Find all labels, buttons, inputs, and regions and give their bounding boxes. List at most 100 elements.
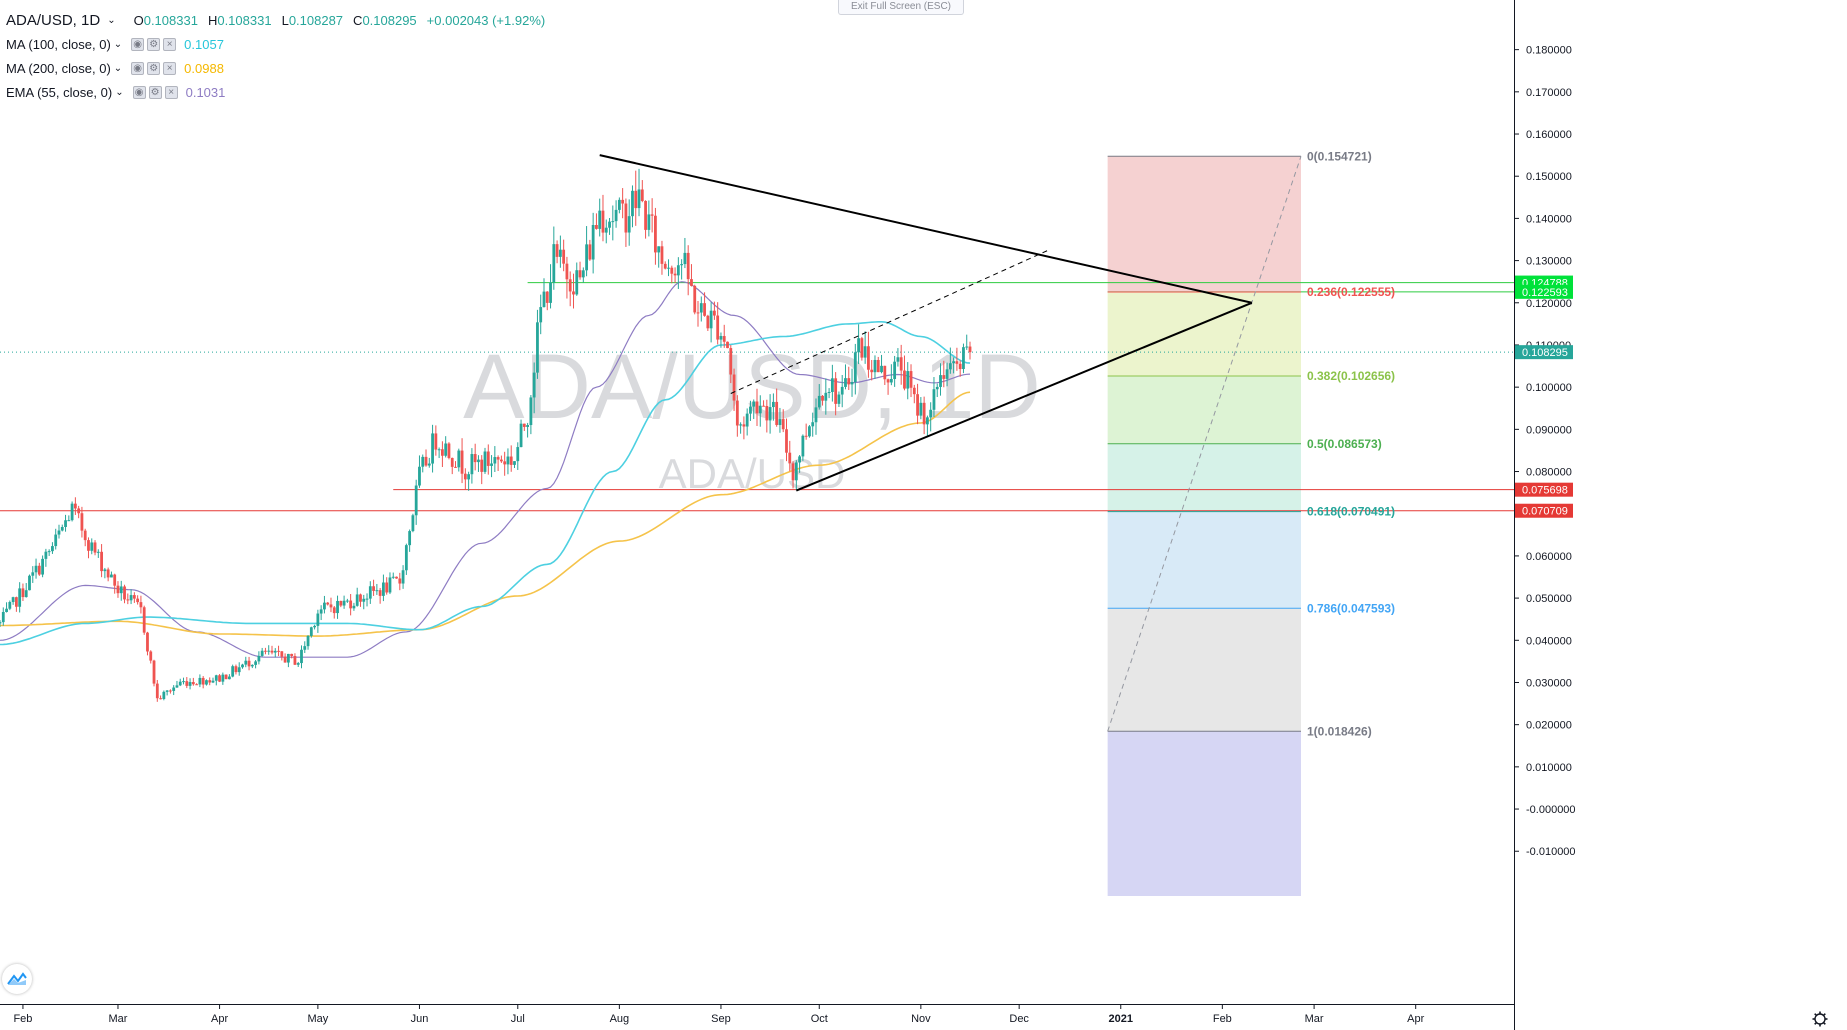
chevron-down-icon[interactable]: ⌄ [107, 14, 116, 26]
chevron-down-icon[interactable]: ⌄ [115, 86, 124, 98]
candle [421, 454, 425, 473]
candle-body [670, 267, 674, 274]
candle-body [765, 405, 769, 421]
candle [37, 562, 41, 576]
candle-body [595, 225, 598, 229]
candle [201, 676, 205, 689]
candle-body [477, 459, 480, 463]
candle [591, 212, 595, 274]
candle-body [175, 685, 179, 688]
fib-level-label: 0.618(0.070491) [1307, 505, 1395, 519]
candle [745, 408, 749, 436]
candle [919, 397, 923, 420]
candle [958, 360, 962, 377]
ohlc-open-key: O [133, 12, 144, 28]
exit-fullscreen-button[interactable]: Exit Full Screen (ESC) [838, 0, 964, 15]
indicator-row-ma100[interactable]: MA (100, close, 0) ⌄ ◉ ⚙ × 0.1057 [6, 32, 555, 56]
candle-body [837, 394, 841, 404]
chevron-down-icon[interactable]: ⌄ [113, 38, 123, 50]
candle [811, 412, 815, 437]
close-icon[interactable]: × [164, 85, 178, 99]
candle-body [640, 189, 644, 201]
candle [126, 593, 130, 605]
ohlc-close-value: 0.108295 [362, 12, 417, 28]
candle-body [867, 346, 870, 370]
candle [313, 624, 316, 630]
candle [57, 524, 61, 539]
chevron-down-icon[interactable]: ⌄ [113, 62, 123, 74]
indicator-row-ema55[interactable]: EMA (55, close, 0) ⌄ ◉ ⚙ × 0.1031 [6, 80, 555, 104]
y-tick-label: 0.170000 [1526, 87, 1572, 99]
gear-icon[interactable]: ⚙ [147, 61, 161, 75]
candle [250, 664, 254, 669]
candle-body [152, 660, 156, 684]
candle-body [529, 397, 533, 426]
candle-body [516, 447, 520, 462]
gear-icon[interactable] [1812, 1011, 1828, 1027]
candle-body [198, 677, 202, 685]
candle [552, 226, 556, 290]
gear-tooth [1822, 1021, 1826, 1025]
candle-body [483, 451, 487, 472]
candle [300, 645, 303, 669]
close-icon[interactable]: × [163, 37, 177, 51]
candle [883, 365, 887, 386]
candle [77, 505, 81, 519]
candle-body [791, 463, 795, 481]
candle [349, 593, 353, 616]
candle [955, 347, 959, 371]
candle [87, 537, 90, 559]
candle-body [208, 680, 212, 683]
candle-body [932, 389, 936, 410]
candle-body [719, 336, 723, 340]
candle [709, 302, 713, 343]
candle [647, 200, 651, 237]
candle [654, 207, 657, 265]
tradingview-logo-icon[interactable] [2, 964, 32, 994]
candle [814, 398, 818, 435]
candle [142, 605, 146, 635]
candle [267, 645, 271, 655]
candle [703, 292, 706, 317]
candle [555, 240, 559, 264]
eye-icon[interactable]: ◉ [131, 37, 145, 51]
candle [90, 538, 94, 555]
candle-body [588, 244, 592, 260]
y-tick-label: 0.120000 [1526, 298, 1572, 310]
candle [277, 645, 280, 657]
candle [404, 543, 408, 575]
candle [775, 388, 779, 427]
candle-body [480, 459, 484, 472]
candle [303, 641, 307, 653]
candle-body [486, 451, 490, 466]
indicator-row-ma200[interactable]: MA (200, close, 0) ⌄ ◉ ⚙ × 0.0988 [6, 56, 555, 80]
x-tick-label: Apr [211, 1013, 228, 1025]
candle-body [732, 374, 736, 401]
eye-icon[interactable]: ◉ [131, 61, 145, 75]
change-value: +0.002043 (+1.92%) [426, 12, 546, 28]
candle-body [565, 263, 569, 280]
candle [169, 689, 172, 694]
y-tick-label: 0.160000 [1526, 129, 1572, 141]
candle-body [83, 530, 87, 541]
eye-icon[interactable]: ◉ [132, 85, 146, 99]
candle [51, 542, 54, 554]
candle [860, 336, 864, 361]
candle-body [880, 365, 883, 373]
candle-body [201, 677, 205, 685]
candle [608, 218, 611, 235]
candle-body [644, 200, 647, 230]
symbol-label[interactable]: ADA/USD, 1D [6, 11, 101, 29]
candle-body [703, 303, 706, 316]
candle [388, 572, 392, 595]
y-tick-label: -0.000000 [1526, 804, 1576, 816]
candle-body [260, 650, 264, 656]
candle-body [365, 598, 369, 600]
candle [241, 663, 244, 669]
candle [706, 314, 710, 331]
gear-icon[interactable]: ⚙ [147, 37, 161, 51]
candle-body [342, 600, 346, 606]
close-icon[interactable]: × [163, 61, 177, 75]
gear-icon[interactable]: ⚙ [148, 85, 162, 99]
